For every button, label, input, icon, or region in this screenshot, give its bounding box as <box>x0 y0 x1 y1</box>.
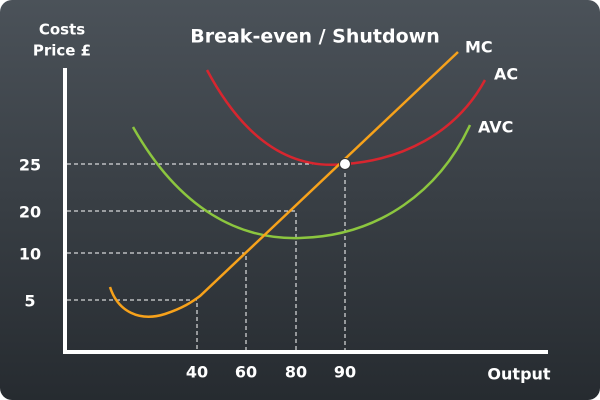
y-label: 5 <box>24 292 35 311</box>
y-axis-label: Costs <box>39 21 85 39</box>
x-label: 40 <box>186 363 208 382</box>
x-label: 60 <box>235 363 257 382</box>
y-label: 25 <box>19 156 41 175</box>
x-label: 80 <box>285 363 307 382</box>
avc-curve <box>131 124 472 240</box>
guide <box>67 163 346 350</box>
y-axis-label: Price £ <box>33 42 91 60</box>
x-label: 90 <box>334 363 356 382</box>
curve-label: AC <box>494 65 518 84</box>
curve-label: AVC <box>478 118 513 137</box>
guide <box>67 299 198 350</box>
breakeven-point <box>339 158 351 170</box>
mc-curve <box>108 51 459 318</box>
y-label: 10 <box>19 245 41 264</box>
title: Break-even / Shutdown <box>190 26 440 48</box>
x-axis-label: Output <box>487 365 550 384</box>
curve-label: MC <box>465 38 493 57</box>
y-label: 20 <box>19 203 41 222</box>
